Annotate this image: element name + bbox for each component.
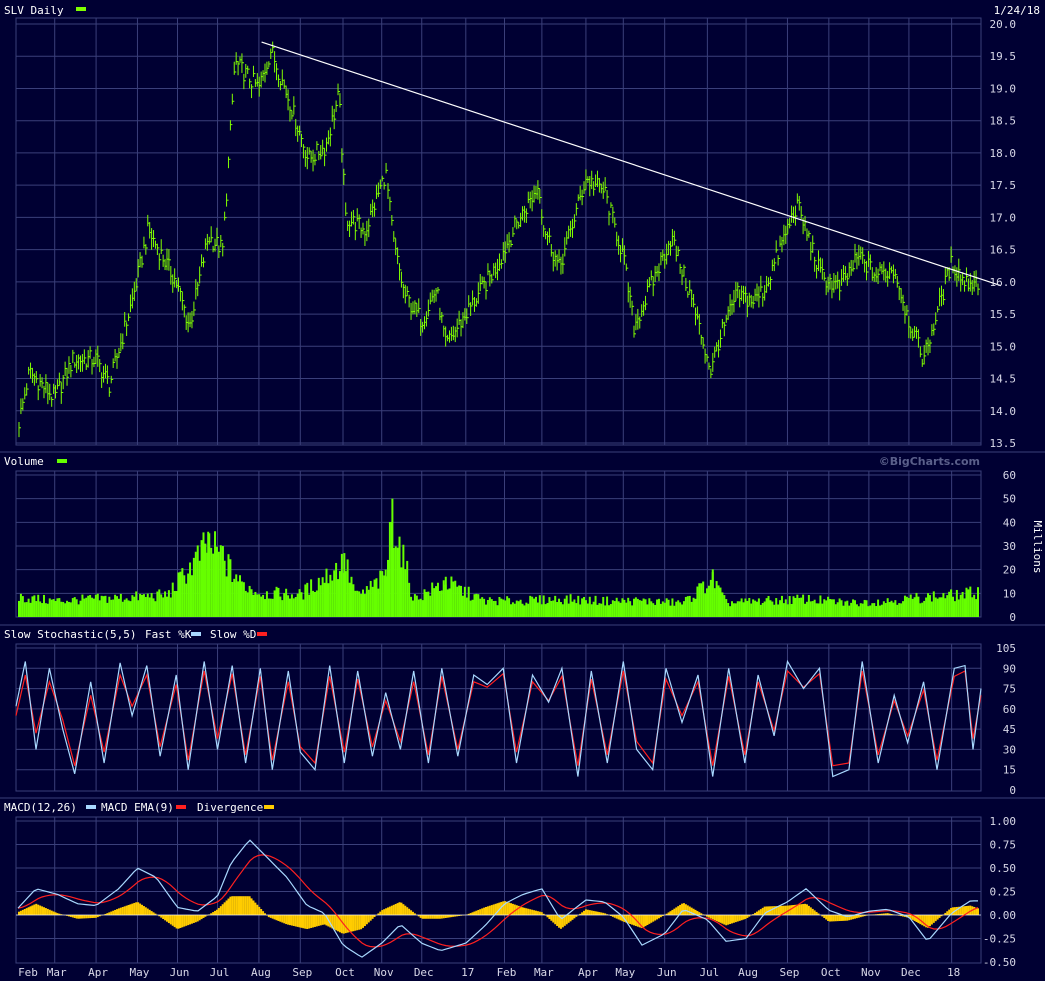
x-tick-label: Oct [335,966,355,979]
volume-y-tick-label: 30 [1003,540,1016,553]
stoch-slowd-line [15,669,982,767]
macd-y-tick-label: 0.00 [990,909,1017,922]
macd-swatch [86,805,96,809]
volume-y-tick-label: 0 [1009,611,1016,624]
series-layer [15,41,1002,958]
volume-y-tick-label: 60 [1003,469,1016,482]
price-y-tick-label: 19.0 [990,82,1017,95]
stoch-slowd-legend: Slow %D [210,628,256,641]
x-tick-label: Oct [821,966,841,979]
macd-line [17,839,978,958]
stoch-panel-title: Slow Stochastic(5,5) [4,628,136,641]
x-tick-label: Apr [88,966,108,979]
x-tick-label: Sep [780,966,800,979]
stoch-y-tick-label: 90 [1003,662,1016,675]
stoch-y-tick-label: 15 [1003,764,1016,777]
macd-y-tick-label: 1.00 [990,815,1017,828]
stoch-y-tick-label: 75 [1003,683,1016,696]
stoch-y-tick-label: 45 [1003,723,1016,736]
divergence-legend: Divergence [197,801,263,814]
price-y-tick-label: 14.5 [990,373,1017,386]
x-tick-label: 17 [461,966,474,979]
x-tick-label: Feb [497,966,517,979]
macd-panel-title: MACD(12,26) [4,801,77,814]
x-tick-label: Mar [534,966,554,979]
tick-label-layer: 20.0 19.5 19.0 18.5 18.0 17.5 17.0 16.5 16.0 15.5… [18,18,1016,979]
price-y-tick-label: 19.5 [990,50,1017,63]
price-y-tick-label: 20.0 [990,18,1017,31]
x-tick-label: Mar [47,966,67,979]
stoch-y-tick-label: 105 [996,642,1016,655]
macd-y-tick-label: 0.75 [990,839,1017,852]
price-y-tick-label: 14.0 [990,405,1017,418]
volume-panel-title: Volume [4,455,44,468]
macd-ema-legend: MACD EMA(9) [101,801,174,814]
stoch-fastk-line [15,659,982,778]
price-panel-title: SLV Daily [4,4,64,17]
price-y-tick-label: 13.5 [990,437,1017,450]
price-y-tick-label: 17.0 [990,211,1017,224]
volume-legend-swatch [57,459,67,463]
volume-y-tick-label: 10 [1003,587,1016,600]
x-tick-label: Aug [251,966,271,979]
x-tick-label: Dec [901,966,921,979]
price-y-tick-label: 15.0 [990,340,1017,353]
x-tick-label: May [130,966,150,979]
price-y-tick-label: 15.5 [990,308,1017,321]
macd-ema-swatch [176,805,186,809]
x-tick-label: Jul [699,966,719,979]
stoch-fastk-swatch [191,632,201,636]
price-y-tick-label: 18.0 [990,147,1017,160]
x-tick-label: Jul [210,966,230,979]
divergence-swatch [264,805,274,809]
price-y-tick-label: 16.5 [990,244,1017,257]
macd-y-tick-label: -0.50 [983,956,1016,969]
price-y-tick-label: 17.5 [990,179,1017,192]
volume-axis-label: Millions [1031,521,1044,574]
x-tick-label: Jun [657,966,677,979]
price-legend-swatch [76,7,86,11]
x-tick-label: Feb [18,966,38,979]
stoch-y-tick-label: 0 [1009,784,1016,797]
price-y-tick-label: 16.0 [990,276,1017,289]
volume-y-tick-label: 50 [1003,493,1016,506]
macd-y-tick-label: -0.25 [983,933,1016,946]
x-tick-label: Sep [292,966,312,979]
watermark: ©BigCharts.com [879,455,980,468]
macd-ema-line [17,854,979,948]
x-tick-label: 18 [947,966,960,979]
macd-y-tick-label: 0.50 [990,862,1017,875]
stoch-fastk-legend: Fast %K [145,628,192,641]
stoch-y-tick-label: 60 [1003,703,1016,716]
volume-y-tick-label: 20 [1003,564,1016,577]
header-date: 1/24/18 [994,4,1040,17]
stoch-y-tick-label: 30 [1003,743,1016,756]
x-tick-label: Jun [170,966,190,979]
x-tick-label: May [615,966,635,979]
price-trendline [261,41,1002,287]
x-tick-label: Aug [738,966,758,979]
volume-y-tick-label: 40 [1003,516,1016,529]
macd-y-tick-label: 0.25 [990,886,1017,899]
stoch-slowd-swatch [257,632,267,636]
x-tick-label: Nov [861,966,881,979]
x-tick-label: Apr [578,966,598,979]
price-y-tick-label: 18.5 [990,115,1017,128]
x-tick-label: Dec [414,966,434,979]
x-tick-label: Nov [374,966,394,979]
